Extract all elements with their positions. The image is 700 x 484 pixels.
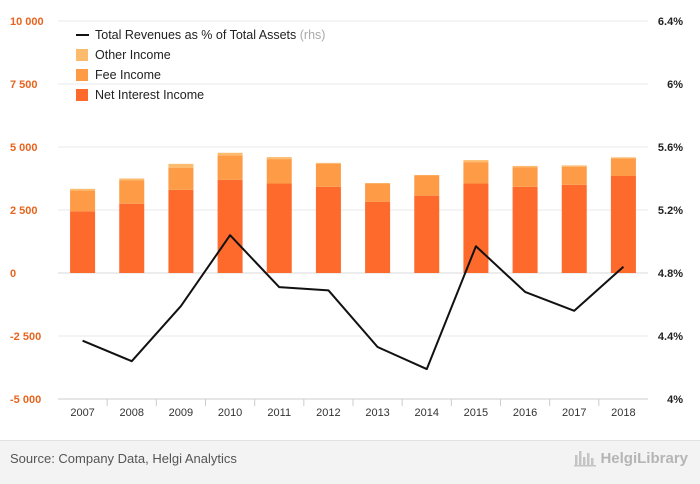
right-tick-label: 5.6% [658, 142, 683, 154]
legend-swatch [76, 49, 88, 61]
brand-logo: HelgiLibrary [574, 449, 688, 467]
x-tick-label: 2014 [415, 407, 439, 419]
left-tick-label: -5 000 [10, 394, 41, 406]
legend-swatch [76, 89, 88, 101]
bar-fee-income-2010 [218, 155, 243, 179]
bar-net-interest-income-2011 [267, 184, 292, 273]
bar-fee-income-2008 [119, 181, 144, 204]
bar-other-income-2008 [119, 179, 144, 181]
bar-net-interest-income-2012 [316, 187, 341, 273]
right-axis: 4% 4.4% 4.8% 5.2% 5.6% 6% 6.4% [658, 16, 683, 406]
bar-fee-income-2018 [611, 158, 636, 176]
right-tick-label: 4% [667, 394, 683, 406]
x-tick-label: 2017 [562, 407, 586, 419]
bar-fee-income-2015 [463, 162, 488, 183]
legend-note: (rhs) [296, 28, 325, 42]
right-tick-label: 6% [667, 79, 683, 91]
left-tick-label: 0 [10, 268, 16, 280]
bar-other-income-2012 [316, 163, 341, 164]
brand-name: HelgiLibrary [600, 450, 688, 467]
bar-net-interest-income-2014 [414, 196, 439, 273]
bar-net-interest-income-2010 [218, 180, 243, 273]
bar-net-interest-income-2017 [562, 185, 587, 273]
bar-other-income-2016 [513, 166, 538, 167]
bar-net-interest-income-2013 [365, 202, 390, 273]
x-tick-label: 2007 [70, 407, 94, 419]
x-tick-label: 2012 [316, 407, 340, 419]
x-tick-label: 2015 [464, 407, 488, 419]
x-tick-label: 2010 [218, 407, 242, 419]
footer: Source: Company Data, Helgi Analytics He… [0, 440, 700, 484]
legend-label: Fee Income [95, 68, 161, 82]
x-tick-label: 2009 [169, 407, 193, 419]
legend-label: Total Revenues as % of Total Assets (rhs… [95, 28, 325, 42]
bar-fee-income-2007 [70, 191, 95, 212]
chart: -5 000 -2 500 0 2 500 5 000 7 500 10 000 4% 4.4… [0, 0, 700, 440]
left-axis: -5 000 -2 500 0 2 500 5 000 7 500 10 000 [10, 16, 44, 406]
bar-other-income-2017 [562, 165, 587, 166]
bar-net-interest-income-2015 [463, 184, 488, 273]
left-tick-label: -2 500 [10, 331, 41, 343]
bar-other-income-2009 [168, 164, 193, 168]
x-tick-label: 2018 [611, 407, 635, 419]
line-total-revenues-pct-assets [83, 235, 624, 369]
bar-net-interest-income-2016 [513, 187, 538, 273]
right-tick-label: 6.4% [658, 16, 683, 28]
left-tick-label: 5 000 [10, 142, 38, 154]
bar-net-interest-income-2007 [70, 211, 95, 273]
right-tick-label: 4.4% [658, 331, 683, 343]
bar-other-income-2015 [463, 160, 488, 162]
bar-net-interest-income-2018 [611, 176, 636, 273]
bar-fee-income-2016 [513, 167, 538, 187]
bar-fee-income-2017 [562, 167, 587, 185]
bar-net-interest-income-2009 [168, 190, 193, 273]
right-tick-label: 4.8% [658, 268, 683, 280]
revenue-ratio-line [83, 235, 624, 369]
legend: Total Revenues as % of Total Assets (rhs… [76, 28, 325, 102]
source-note: Source: Company Data, Helgi Analytics [10, 451, 237, 466]
bar-other-income-2018 [611, 157, 636, 158]
left-tick-label: 2 500 [10, 205, 38, 217]
bar-other-income-2013 [365, 183, 390, 184]
x-tick-label: 2016 [513, 407, 537, 419]
legend-label: Other Income [95, 48, 171, 62]
bar-other-income-2014 [414, 175, 439, 176]
bar-fee-income-2013 [365, 184, 390, 202]
legend-swatch [76, 69, 88, 81]
right-tick-label: 5.2% [658, 205, 683, 217]
left-tick-label: 10 000 [10, 16, 44, 28]
bar-fee-income-2012 [316, 164, 341, 187]
library-icon [574, 449, 596, 467]
x-tick-label: 2013 [365, 407, 389, 419]
bar-other-income-2007 [70, 189, 95, 191]
bar-fee-income-2009 [168, 168, 193, 190]
bar-other-income-2011 [267, 157, 292, 159]
bars [70, 153, 636, 273]
bar-fee-income-2011 [267, 159, 292, 183]
x-tick-label: 2011 [267, 407, 291, 419]
x-tick-label: 2008 [120, 407, 144, 419]
bar-fee-income-2014 [414, 175, 439, 195]
bar-other-income-2010 [218, 153, 243, 156]
x-axis: 2007 2008 2009 2010 2011 2012 2013 2014 2015 2016… [70, 399, 635, 419]
bar-net-interest-income-2008 [119, 204, 144, 273]
left-tick-label: 7 500 [10, 79, 38, 91]
legend-label: Net Interest Income [95, 88, 204, 102]
